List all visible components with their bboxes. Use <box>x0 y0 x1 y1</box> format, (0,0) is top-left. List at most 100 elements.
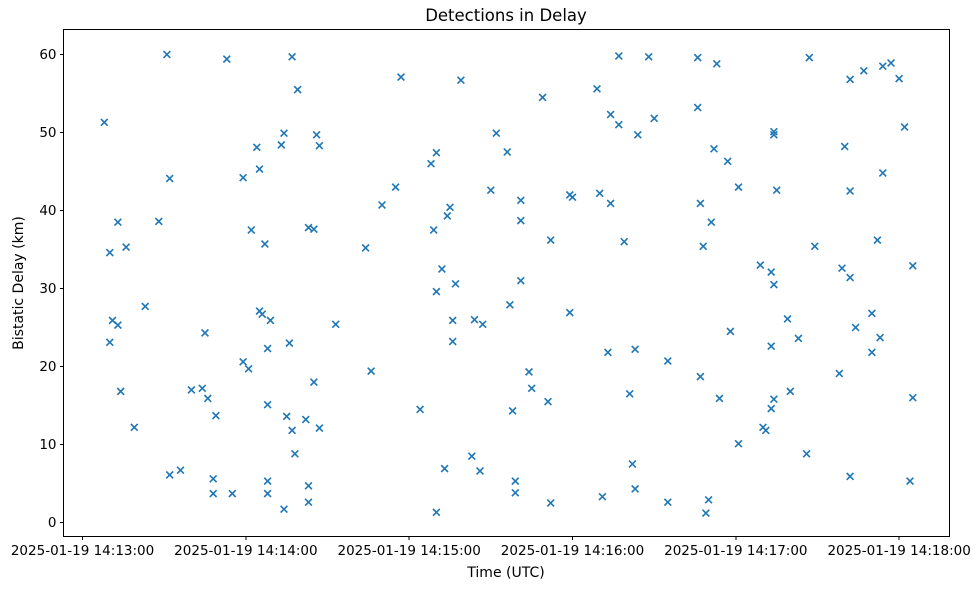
data-point-marker <box>244 364 253 373</box>
data-point-marker <box>767 342 776 351</box>
data-point-marker <box>304 498 313 507</box>
data-point-marker <box>810 242 819 251</box>
data-point-marker <box>446 203 454 212</box>
data-point-marker <box>288 426 297 435</box>
data-point-marker <box>255 165 264 174</box>
x-tick-label: 2025-01-19 14:13:00 <box>11 543 154 559</box>
x-tick-label: 2025-01-19 14:16:00 <box>501 543 644 559</box>
data-point-marker <box>304 223 313 232</box>
data-point-marker <box>546 499 555 507</box>
data-point-marker <box>838 264 846 273</box>
data-point-marker <box>794 334 803 343</box>
data-point-marker <box>130 423 139 432</box>
data-point-marker <box>105 338 114 347</box>
data-point-marker <box>846 187 855 195</box>
data-point-marker <box>878 62 887 71</box>
data-point-marker <box>538 93 547 102</box>
data-point-marker <box>456 76 465 85</box>
data-point-marker <box>432 148 441 157</box>
data-point-marker <box>516 276 525 285</box>
data-point-marker <box>876 333 885 342</box>
data-point-marker <box>846 75 855 84</box>
x-tick-label: 2025-01-19 14:17:00 <box>664 543 807 559</box>
data-point-marker <box>802 449 811 458</box>
data-point-marker <box>293 85 302 94</box>
data-point-marker <box>516 196 525 205</box>
data-point-marker <box>693 53 702 62</box>
data-point-marker <box>614 52 623 60</box>
data-point-marker <box>309 378 318 387</box>
y-tick-label: 0 <box>48 515 57 531</box>
data-point-marker <box>312 130 321 139</box>
y-tick-label: 60 <box>39 47 56 63</box>
data-point-marker <box>859 66 868 75</box>
data-point-marker <box>707 218 716 227</box>
data-point-marker <box>100 118 109 127</box>
plot-frame <box>63 29 950 537</box>
data-point-marker <box>704 495 713 504</box>
data-point-marker <box>209 474 218 483</box>
data-point-marker <box>631 345 640 354</box>
data-point-marker <box>568 193 577 202</box>
data-point-marker <box>176 466 185 475</box>
data-point-marker <box>492 129 501 138</box>
data-point-marker <box>756 261 765 270</box>
data-point-marker <box>427 159 435 168</box>
data-point-marker <box>331 320 340 329</box>
data-point-marker <box>391 183 400 192</box>
data-point-marker <box>606 110 615 119</box>
data-point-marker <box>203 394 212 403</box>
data-point-marker <box>715 394 724 403</box>
data-point-marker <box>565 308 574 317</box>
data-point-marker <box>260 240 269 248</box>
data-point-marker <box>198 384 207 393</box>
data-point-marker <box>625 389 634 398</box>
data-point-marker <box>277 140 286 149</box>
data-point-marker <box>895 74 904 83</box>
data-point-marker <box>508 406 517 415</box>
data-point-marker <box>873 236 882 245</box>
data-point-marker <box>448 316 457 325</box>
data-point-marker <box>162 50 171 59</box>
y-axis-label: Bistatic Delay (km) <box>11 216 27 350</box>
data-point-marker <box>266 316 275 325</box>
data-point-marker <box>116 387 125 396</box>
data-point-marker <box>840 142 849 151</box>
data-point-marker <box>846 472 855 481</box>
data-point-marker <box>769 280 778 289</box>
data-point-marker <box>288 52 297 61</box>
data-point-marker <box>851 323 860 332</box>
data-point-marker <box>835 369 844 378</box>
data-point-marker <box>122 243 131 252</box>
data-point-marker <box>304 481 313 490</box>
data-point-marker <box>887 59 895 67</box>
data-point-marker <box>105 248 114 257</box>
data-point-marker <box>309 225 318 234</box>
data-point-marker <box>263 477 272 486</box>
data-point-marker <box>906 477 914 486</box>
x-tick-label: 2025-01-19 14:18:00 <box>827 543 970 559</box>
data-point-marker <box>606 199 615 208</box>
y-tick-label: 10 <box>39 437 56 453</box>
data-point-marker <box>258 310 267 319</box>
data-point-marker <box>516 216 525 225</box>
data-point-marker <box>505 300 514 309</box>
data-point-marker <box>154 217 163 226</box>
data-point-marker <box>378 201 386 209</box>
data-point-marker <box>280 505 288 514</box>
data-point-marker <box>448 337 457 346</box>
data-point-marker <box>650 114 659 123</box>
data-point-marker <box>614 120 623 129</box>
data-point-marker <box>511 477 520 486</box>
data-point-marker <box>280 129 288 138</box>
data-point-marker <box>805 53 814 62</box>
data-point-marker <box>247 226 256 234</box>
data-point-marker <box>201 328 209 337</box>
data-point-marker <box>701 509 710 518</box>
chart-title: Detections in Delay <box>425 6 587 25</box>
data-point-marker <box>696 372 705 381</box>
data-point-marker <box>878 169 887 177</box>
data-point-marker <box>315 424 324 433</box>
x-tick-label: 2025-01-19 14:14:00 <box>174 543 317 559</box>
